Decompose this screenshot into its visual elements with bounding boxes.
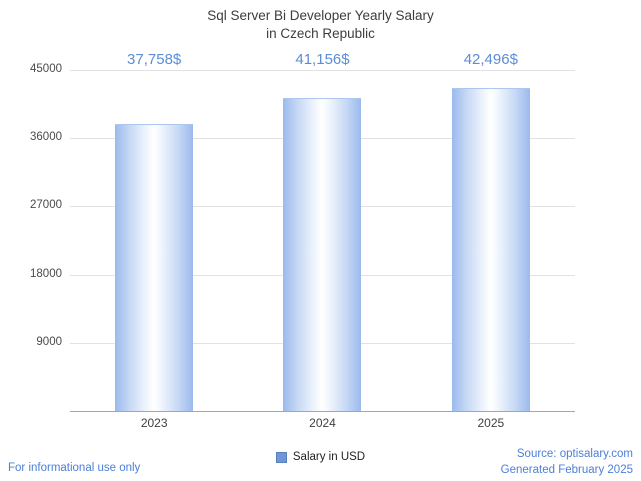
y-tick-label: 36000: [30, 131, 62, 144]
bar-column: [70, 70, 238, 411]
bar-value-label: 37,758$: [127, 51, 182, 68]
footer-source: Source: optisalary.com: [516, 447, 633, 460]
bar-2024: [283, 98, 362, 411]
x-axis-label: 2025: [477, 416, 505, 430]
footer-generated: Generated February 2025: [500, 463, 633, 476]
y-tick-label: 27000: [30, 199, 62, 212]
bar-2025: [451, 87, 530, 411]
chart-title-line1: Sql Server Bi Developer Yearly Salary: [207, 8, 434, 23]
bar-2023: [115, 123, 194, 411]
x-axis-label: 2024: [309, 416, 336, 430]
legend: Salary in USD: [0, 451, 641, 463]
x-axis-label: 2023: [140, 416, 168, 430]
gridline: [70, 70, 575, 71]
legend-swatch-icon: [275, 451, 287, 463]
chart-title: Sql Server Bi Developer Yearly Salary in…: [0, 7, 641, 42]
bars: [70, 70, 575, 411]
bar-value-label: 41,156$: [295, 51, 350, 68]
x-axis-labels: 2023 2024 2025: [70, 416, 575, 430]
bar-column: [407, 70, 575, 411]
y-tick-label: 18000: [30, 267, 62, 280]
y-axis-labels: 45000 36000 27000 18000 9000: [0, 63, 62, 411]
bar-column: [238, 70, 406, 411]
bar-value-label: 42,496$: [463, 51, 518, 68]
footer-disclaimer: For informational use only: [8, 462, 141, 474]
y-tick-label: 45000: [30, 63, 62, 75]
footer-source-block: Source: optisalary.com Generated Februar…: [501, 446, 633, 478]
value-labels: 37,758$ 41,156$ 42,496$: [70, 51, 575, 68]
y-tick-label: 9000: [36, 335, 62, 348]
plot-area: [70, 70, 575, 412]
chart-title-line2: in Czech Republic: [266, 25, 375, 41]
legend-label: Salary in USD: [292, 451, 366, 463]
